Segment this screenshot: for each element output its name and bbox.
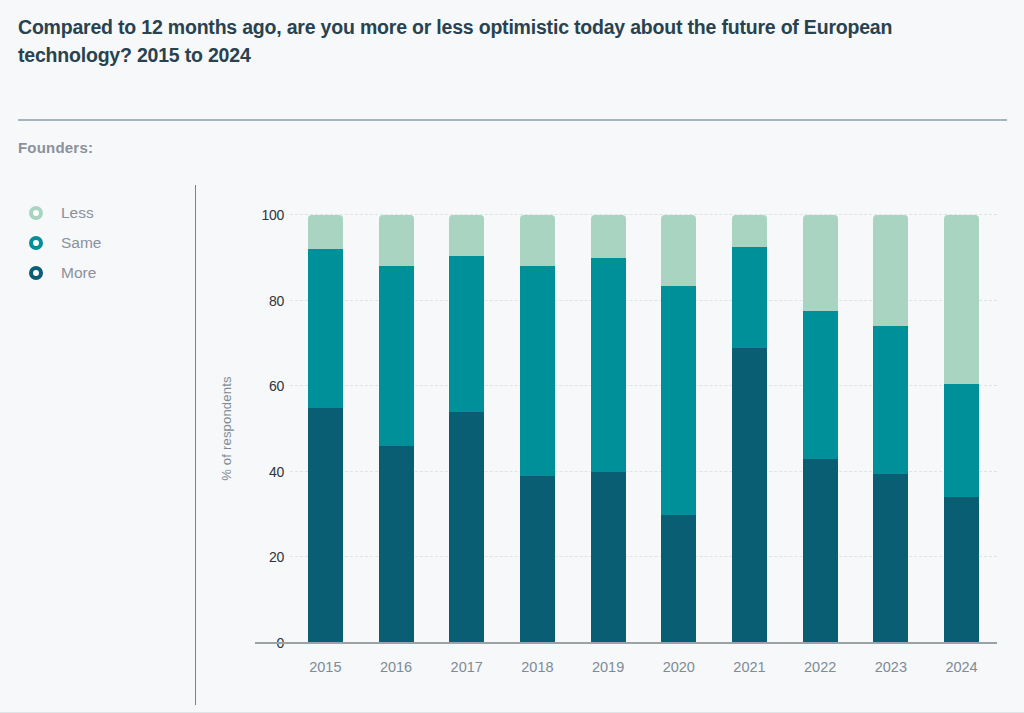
bar-2022 [803,215,838,643]
bar-segment-less [591,215,626,258]
bar-segment-more [803,459,838,643]
bar-segment-less [803,215,838,311]
y-tick-label: 100 [262,208,284,222]
y-tick-label: 40 [269,465,284,479]
x-tick-label: 2020 [644,659,714,675]
bar-group [290,215,997,643]
bar-2021 [732,215,767,643]
plot-area [290,215,997,643]
bar-segment-less [520,215,555,266]
x-tick-label: 2015 [290,659,360,675]
y-axis-title: % of respondents [219,339,234,519]
bar-segment-more [520,476,555,643]
bar-segment-more [873,474,908,643]
page-title: Compared to 12 months ago, are you more … [18,13,993,70]
bar-segment-more [591,472,626,643]
bar-segment-less [449,215,484,256]
y-tick-label: 60 [269,379,284,393]
bar-segment-less [732,215,767,247]
y-tick-label: 20 [269,550,284,564]
bar-segment-less [661,215,696,286]
x-axis-line [255,642,997,644]
bar-segment-less [379,215,414,266]
x-axis-labels: 2015201620172018201920202021202220232024 [290,659,997,675]
x-tick-label: 2017 [432,659,502,675]
bar-segment-more [308,408,343,643]
legend-label: Same [61,234,102,252]
x-tick-label: 2018 [502,659,572,675]
y-axis-ticks: 020406080100 [239,215,284,643]
bar-2017 [449,215,484,643]
legend-label: Less [61,204,94,222]
x-tick-label: 2022 [785,659,855,675]
legend-item-more: More [29,264,102,282]
bar-segment-same [449,256,484,412]
bar-segment-more [661,515,696,643]
legend-label: More [61,264,96,282]
bar-segment-same [661,286,696,515]
bar-segment-same [379,266,414,446]
x-tick-label: 2016 [361,659,431,675]
bar-segment-more [379,446,414,643]
bar-segment-same [944,384,979,497]
bar-2023 [873,215,908,643]
bar-segment-same [732,247,767,348]
bar-2019 [591,215,626,643]
bar-2016 [379,215,414,643]
bar-segment-same [803,311,838,459]
chart-page: { "title": "Compared to 12 months ago, a… [0,0,1024,713]
x-tick-label: 2023 [856,659,926,675]
bar-segment-less [873,215,908,326]
audience-label: Founders: [18,139,93,156]
legend-dot-icon [29,206,43,220]
bar-segment-more [732,348,767,643]
x-tick-label: 2019 [573,659,643,675]
bar-segment-more [449,412,484,643]
bar-segment-same [591,258,626,472]
horizontal-divider [18,119,1007,121]
bar-segment-same [873,326,908,474]
bar-segment-same [520,266,555,476]
bar-segment-more [944,497,979,643]
bar-segment-same [308,249,343,407]
x-tick-label: 2024 [927,659,997,675]
legend-dot-icon [29,236,43,250]
bar-segment-less [944,215,979,384]
bar-segment-less [308,215,343,249]
bar-2018 [520,215,555,643]
y-tick-label: 80 [269,294,284,308]
bar-2024 [944,215,979,643]
chart-legend: Less Same More [29,204,102,282]
legend-item-same: Same [29,234,102,252]
vertical-divider [195,185,196,705]
x-tick-label: 2021 [714,659,784,675]
legend-item-less: Less [29,204,102,222]
legend-dot-icon [29,266,43,280]
bar-2020 [661,215,696,643]
bar-2015 [308,215,343,643]
